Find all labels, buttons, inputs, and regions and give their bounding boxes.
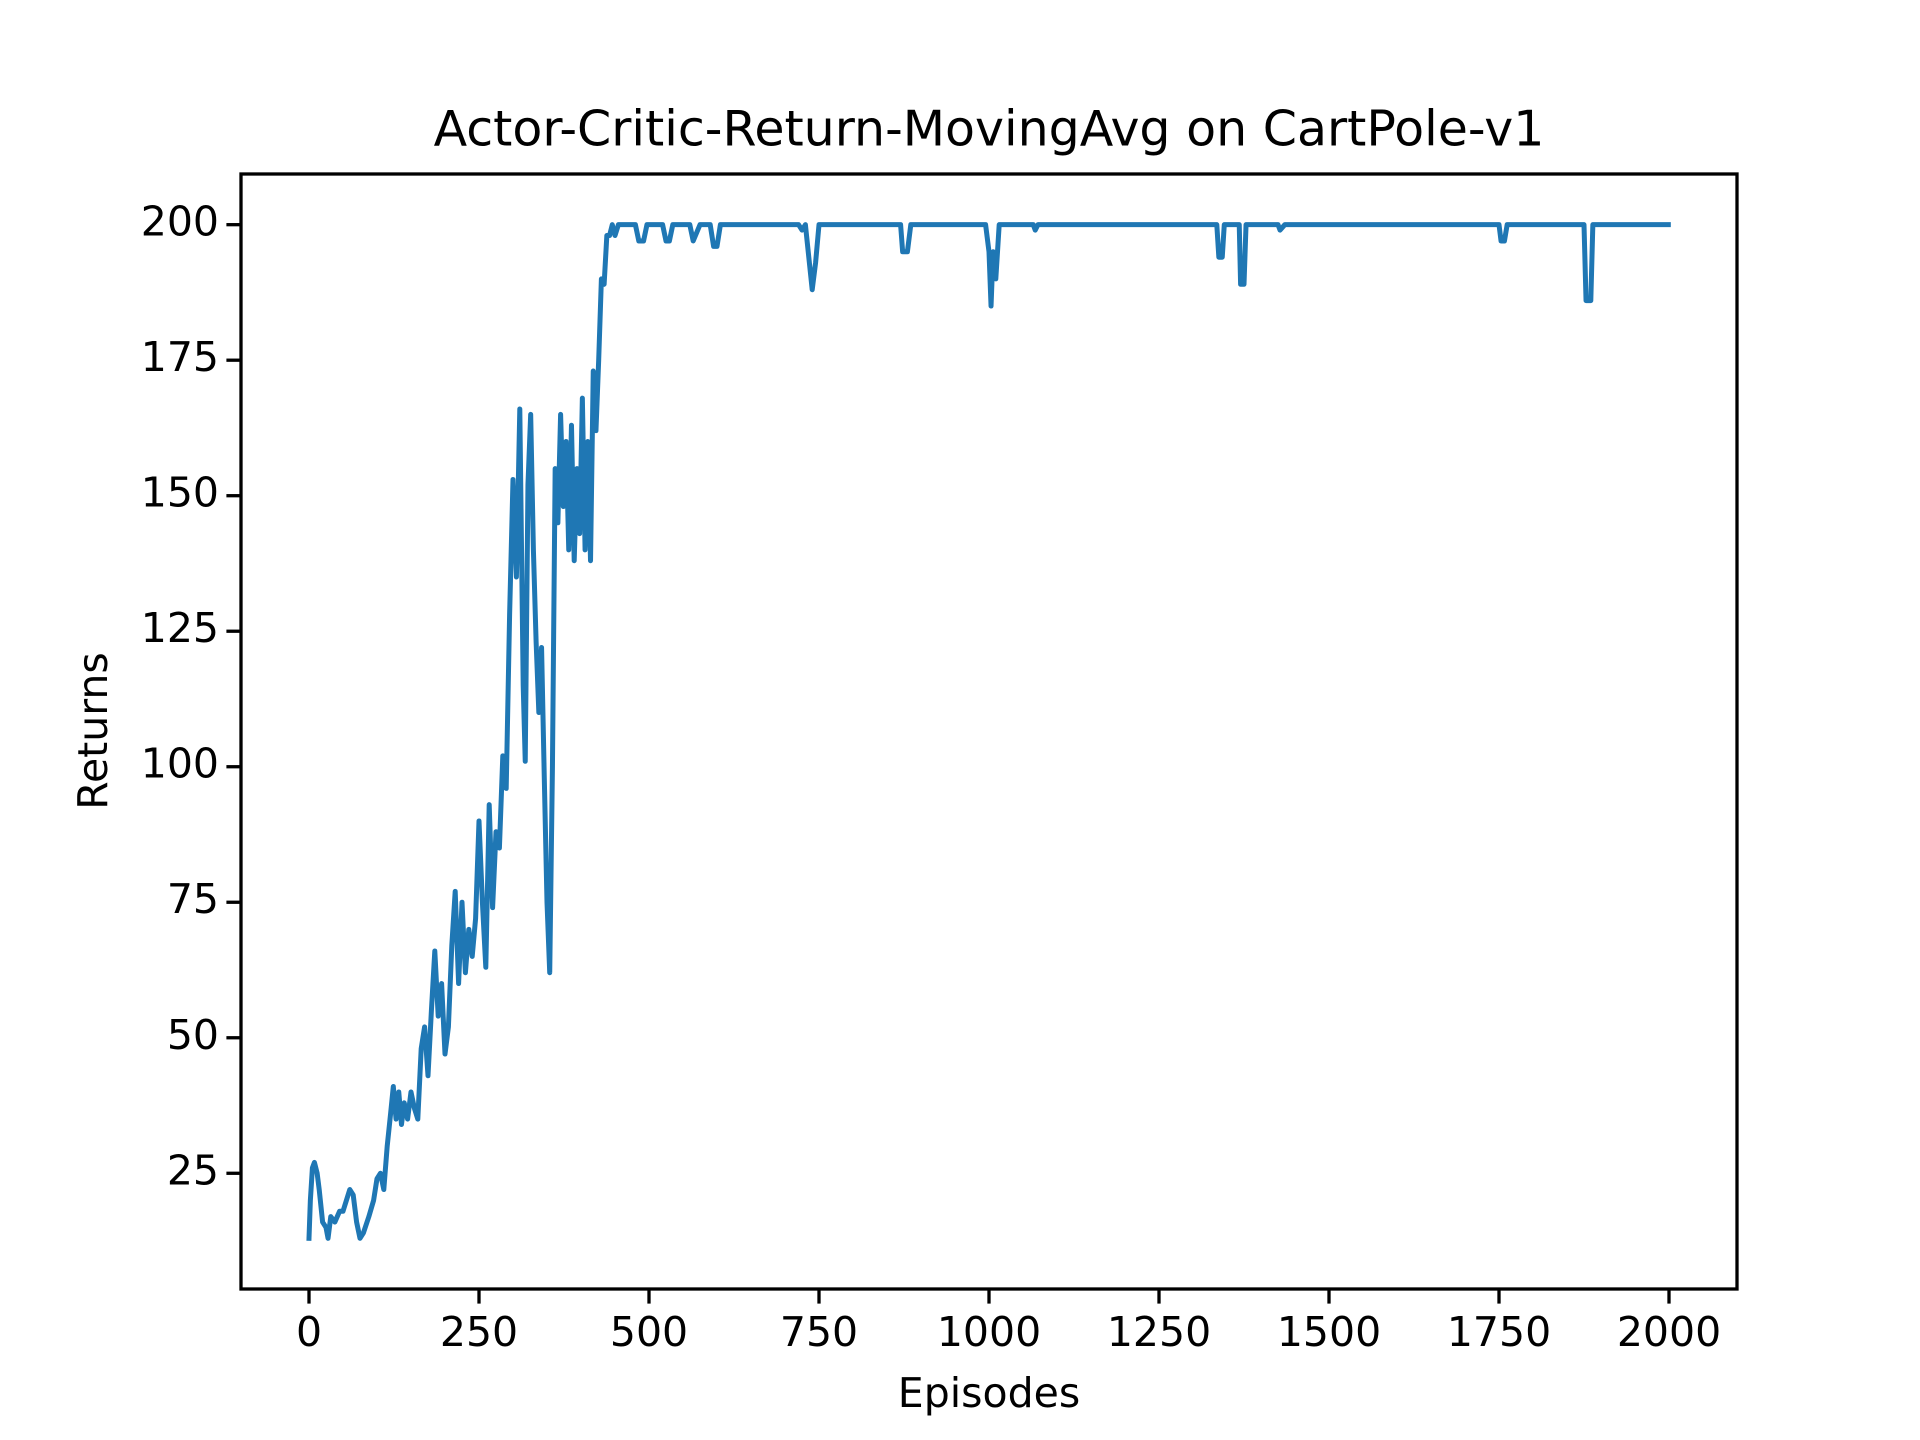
x-tick-label: 750	[780, 1308, 858, 1356]
x-tick-label: 0	[296, 1308, 322, 1356]
x-tick-label: 1500	[1277, 1308, 1381, 1356]
x-tick-label: 500	[610, 1308, 688, 1356]
x-tick-label: 1000	[937, 1308, 1041, 1356]
y-axis-label: Returns	[69, 652, 117, 809]
x-tick-label: 250	[440, 1308, 518, 1356]
x-axis-label: Episodes	[898, 1369, 1080, 1417]
chart-title: Actor-Critic-Return-MovingAvg on CartPol…	[434, 101, 1545, 158]
y-tick-label: 25	[167, 1146, 219, 1194]
x-tick-label: 1250	[1107, 1308, 1211, 1356]
y-tick-label: 50	[167, 1011, 219, 1059]
x-tick-label: 2000	[1617, 1308, 1721, 1356]
y-tick-label: 100	[141, 740, 219, 788]
y-tick-label: 75	[167, 875, 219, 923]
y-tick-label: 175	[141, 333, 219, 381]
y-tick-label: 200	[141, 198, 219, 246]
y-tick-label: 150	[141, 469, 219, 517]
data-line	[306, 222, 1671, 1241]
y-tick-label: 125	[141, 604, 219, 652]
plot-frame	[239, 172, 1739, 1291]
x-tick-label: 1750	[1447, 1308, 1551, 1356]
